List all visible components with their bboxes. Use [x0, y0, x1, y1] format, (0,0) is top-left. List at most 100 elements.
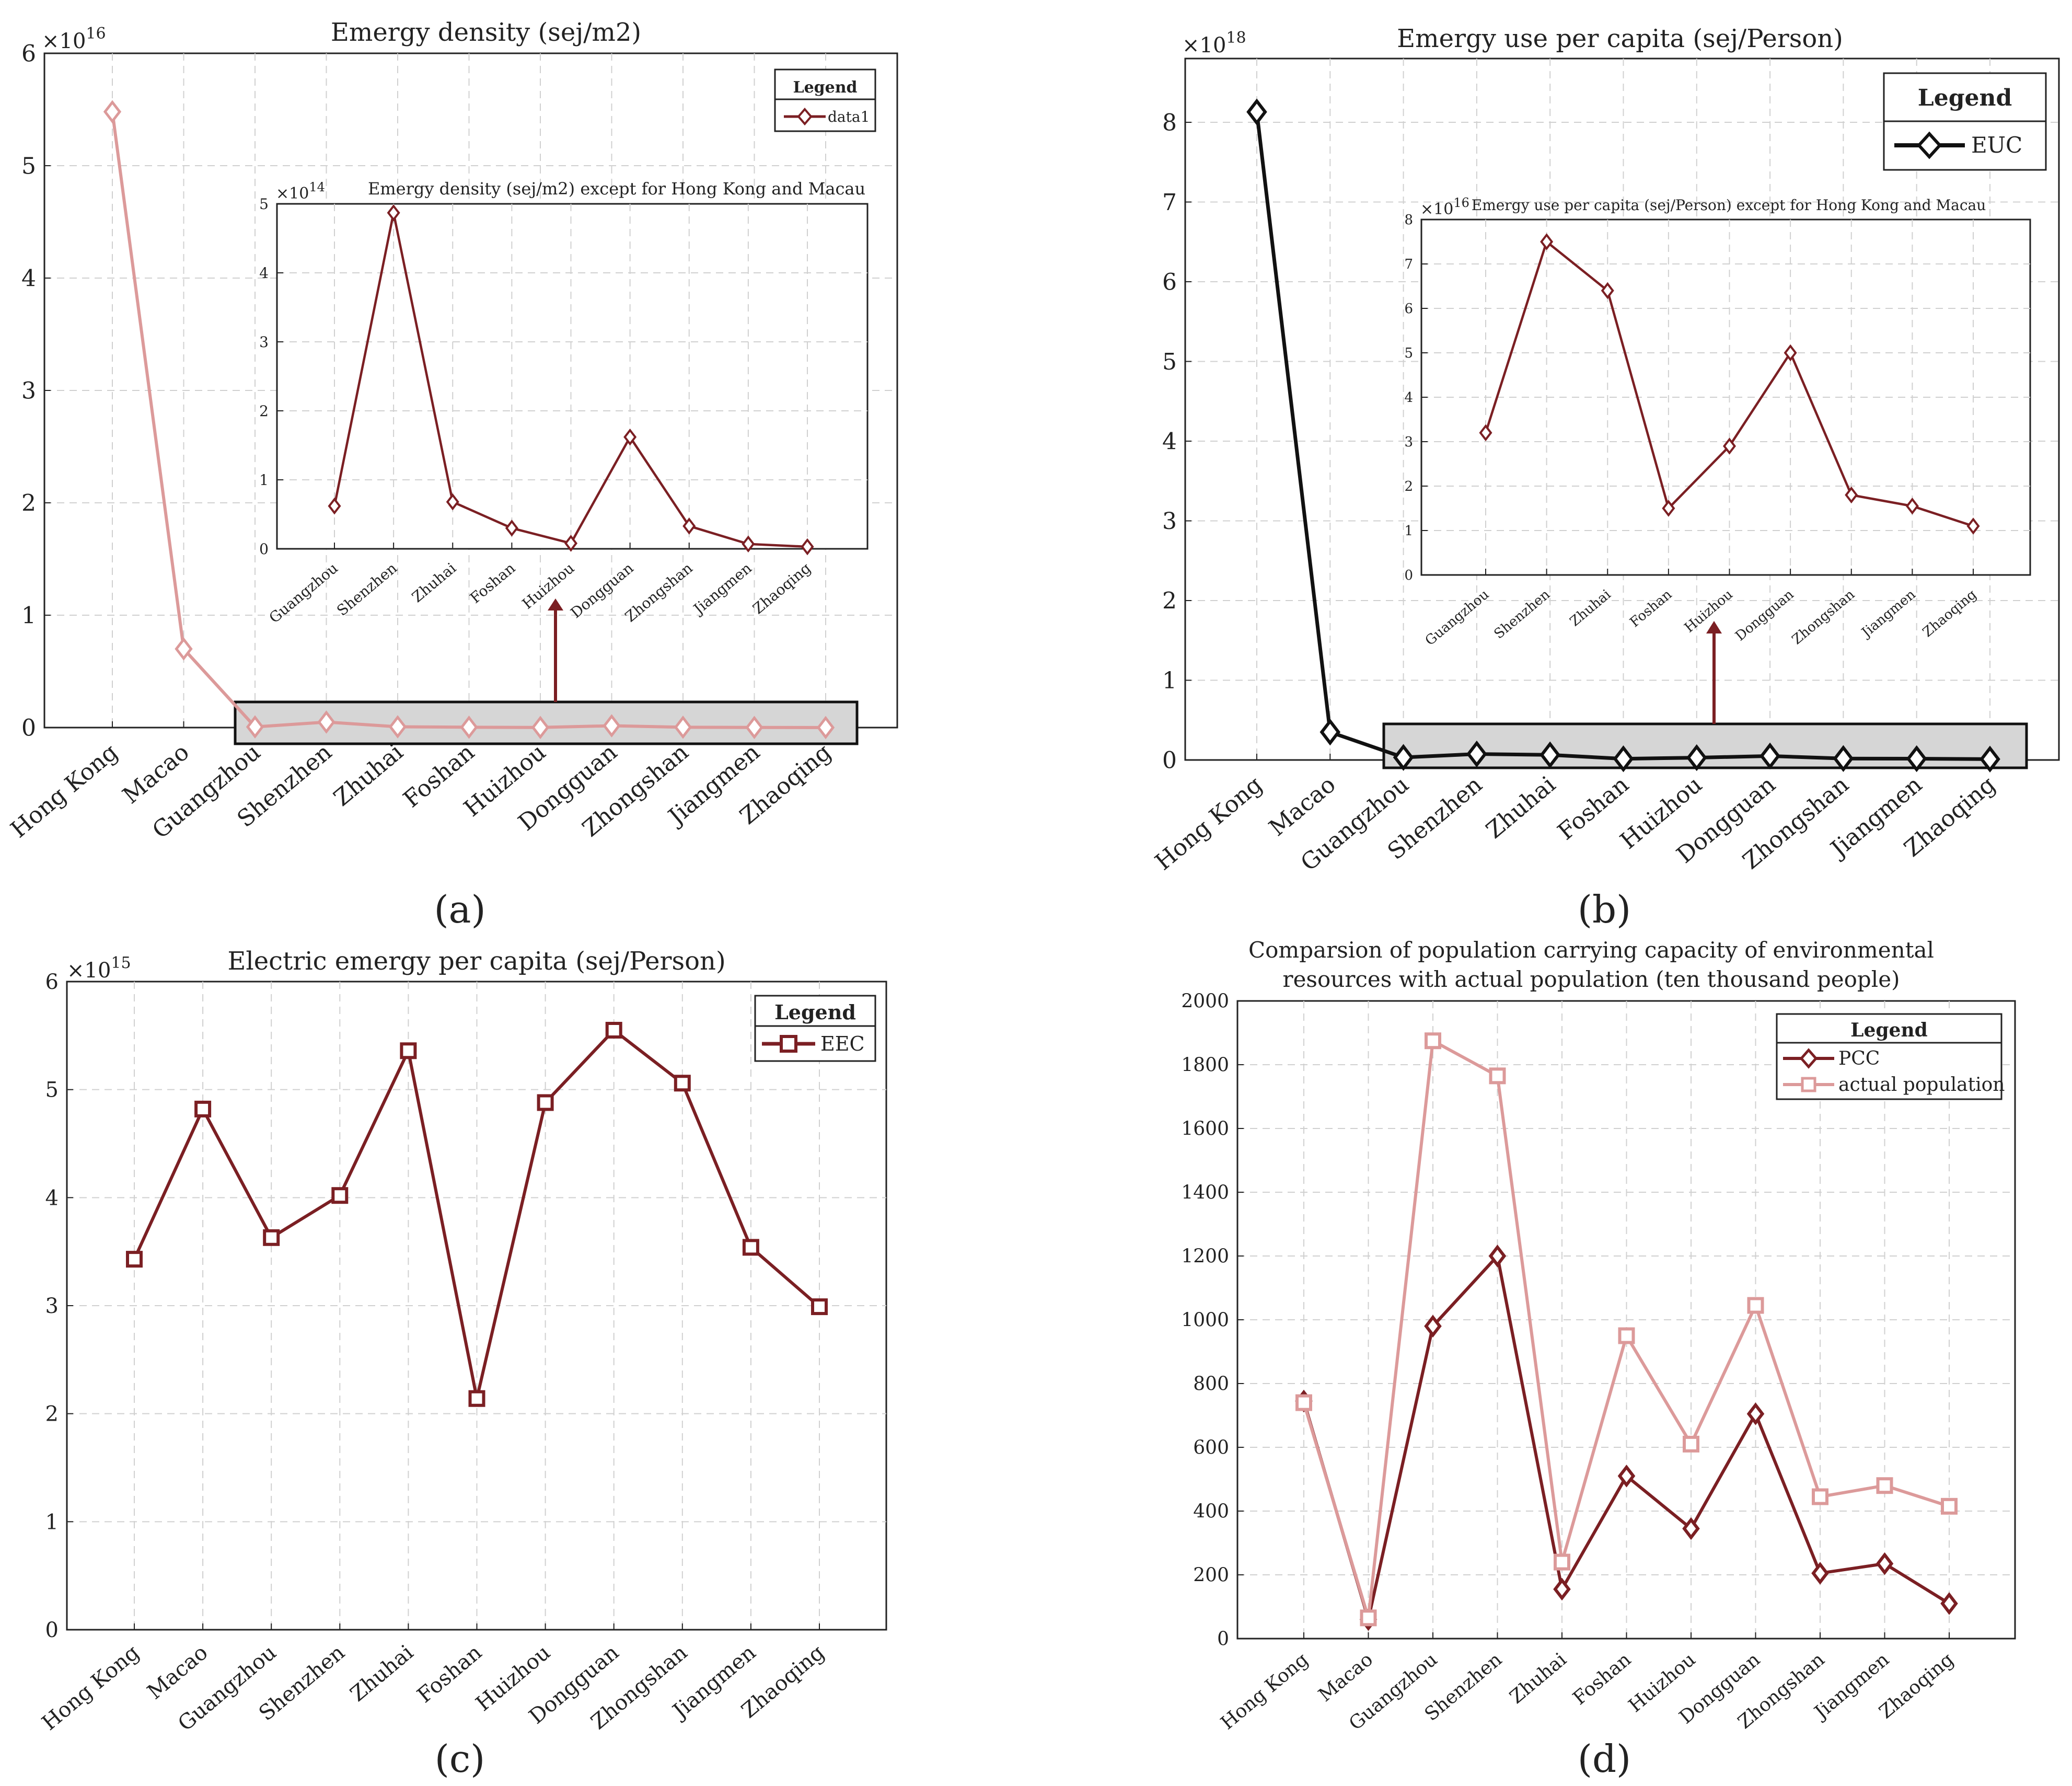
panel-b-ytick-label: 0 [1162, 747, 1177, 774]
panel-c-legend-header: Legend [774, 1000, 856, 1024]
panel-a-ytick-label: 2 [21, 490, 36, 516]
panel-d-ytick-label: 2000 [1181, 991, 1229, 1012]
panel-a-point [531, 716, 550, 740]
panel-b-inset-point [1784, 344, 1797, 362]
panel-c-point [126, 1251, 143, 1268]
panel-d-ytick-label: 0 [1217, 1629, 1229, 1650]
panel-a-point [175, 637, 193, 661]
panel-d-legend-label-2: actual population [1838, 1074, 2005, 1096]
panel-b-multiplier: ×1018 [1182, 29, 1246, 57]
panel-a-point [246, 715, 264, 739]
panel-a-legend-label: data1 [828, 108, 870, 125]
panel-b-inset-multiplier: ×1016 [1420, 195, 1469, 218]
panel-d-point [1811, 1562, 1829, 1585]
panel-b-inset-series [1479, 233, 1980, 535]
panel-c-ytick-label: 3 [45, 1294, 59, 1318]
panel-b-inset-ytick-label: 1 [1404, 523, 1413, 539]
panel-c-point [742, 1239, 759, 1256]
panel-b-point [1319, 718, 1341, 746]
panel-d-ytick-label: 1200 [1181, 1246, 1229, 1268]
panel-b-point [1246, 98, 1267, 125]
panel-d-point [1876, 1477, 1893, 1494]
panel-d-ytick-label: 1000 [1181, 1310, 1229, 1331]
panel-b-arrow-head [1706, 621, 1722, 633]
panel-a-inset-series [328, 204, 814, 556]
panel-b-inset-ytick-label: 8 [1404, 212, 1413, 228]
panel-b-point [1760, 742, 1780, 770]
panel-b-point [1539, 741, 1560, 768]
panel-c-multiplier: ×1015 [67, 954, 131, 983]
panel-d-point [1360, 1609, 1377, 1627]
panel-c-ytick-label: 0 [45, 1618, 59, 1642]
panel-d-point [1746, 1402, 1765, 1425]
panel-d-ytick-label: 1800 [1181, 1055, 1229, 1076]
panel-b-point [1833, 745, 1854, 772]
panel-d-point [1295, 1394, 1312, 1411]
panel-b-label: (b) [1578, 888, 1631, 931]
panel-c-legend: Legend EEC [754, 995, 876, 1062]
panel-a-inset-point [682, 517, 696, 535]
panel-b-inset-ytick-label: 4 [1404, 390, 1413, 406]
panel-b-inset-ytick-label: 3 [1404, 434, 1413, 450]
panel-d-point [1683, 1435, 1699, 1453]
panel-a-point [460, 716, 478, 739]
panel-d-point [1876, 1552, 1894, 1575]
panel-a-label: (a) [434, 888, 485, 931]
panel-d-ytick-label: 600 [1193, 1437, 1229, 1459]
panel-c-point [400, 1042, 417, 1059]
panel-b-inset-yticks: 0 1 2 3 4 5 6 7 8 [1404, 212, 1428, 583]
panel-d-point [1554, 1553, 1570, 1571]
panel-c-point [194, 1100, 212, 1117]
panel-d-point [1747, 1297, 1764, 1314]
panel-a-inset-ytick-label: 4 [259, 264, 269, 282]
panel-b-title: Emergy use per capita (sej/Person) [1397, 24, 1843, 53]
panel-d-legend-header: Legend [1850, 1019, 1928, 1041]
panel-d-series [1295, 1032, 1958, 1631]
panel-a-inset-point [742, 535, 755, 553]
panel-c-point [605, 1022, 622, 1039]
panel-b-legend-swatch-marker [1916, 131, 1942, 159]
panel-b-inset-point [1601, 282, 1614, 299]
panel-b-inset-point [1966, 517, 1980, 535]
panel-b-yticks: 0 1 2 3 4 5 6 7 8 [1162, 109, 1191, 774]
panel-c-point [331, 1187, 349, 1204]
panel-b-inset-ytick-label: 6 [1404, 301, 1413, 317]
panel-b-legend-header: Legend [1918, 85, 2012, 111]
panel-c-ytick-label: 5 [45, 1078, 59, 1102]
panel-a-multiplier: ×1016 [42, 25, 106, 53]
panel-b-inset-grid [1421, 220, 2030, 575]
panel-a-inset-point [328, 497, 341, 515]
panel-a-legend-header: Legend [793, 78, 857, 97]
panel-d-legend-label-1: PCC [1838, 1048, 1880, 1069]
panel-c-grid [67, 982, 886, 1630]
panel-c-point [537, 1094, 554, 1111]
panel-a-ytick-label: 5 [21, 153, 36, 179]
panel-a-inset-multiplier: ×1014 [276, 180, 325, 203]
panel-b-inset-ytick-label: 5 [1404, 345, 1413, 361]
panel-d-point [1424, 1315, 1442, 1338]
panel-b-point [1906, 745, 1927, 773]
panel-a-series [103, 100, 835, 740]
panel-a-ytick-label: 4 [21, 265, 36, 292]
panel-a-legend: Legend data1 [774, 68, 876, 132]
panel-a-arrow-head [548, 598, 563, 610]
panel-b-inset-ytick-label: 0 [1404, 568, 1413, 583]
panel-d-legend: Legend PCC actual population [1776, 1013, 2005, 1100]
panel-a-point [816, 716, 835, 740]
panel-c-yticks: 0 1 2 3 4 5 6 [45, 970, 73, 1642]
panel-b-point [1613, 745, 1634, 773]
panel-b-legend: Legend EUC [1883, 72, 2047, 171]
panel-a-inset-yticks: 0 1 2 3 4 5 [259, 195, 283, 558]
panel-b-ytick-label: 4 [1162, 428, 1177, 455]
panel-c-ytick-label: 6 [45, 970, 59, 994]
panel-a-inset-title: Emergy density (sej/m2) except for Hong … [368, 179, 865, 199]
panel-b-inset-title: Emergy use per capita (sej/Person) excep… [1472, 197, 1986, 214]
panel-b-point [1686, 744, 1707, 771]
panel-a-ytick-label: 3 [21, 377, 36, 404]
panel-d-ytick-label: 200 [1193, 1565, 1229, 1586]
panel-c-point [468, 1390, 485, 1407]
panel-a-inset-ytick-label: 1 [259, 471, 269, 489]
panel-d-title: Comparsion of population carrying capaci… [1248, 937, 1934, 963]
panel-a-point [388, 715, 407, 739]
